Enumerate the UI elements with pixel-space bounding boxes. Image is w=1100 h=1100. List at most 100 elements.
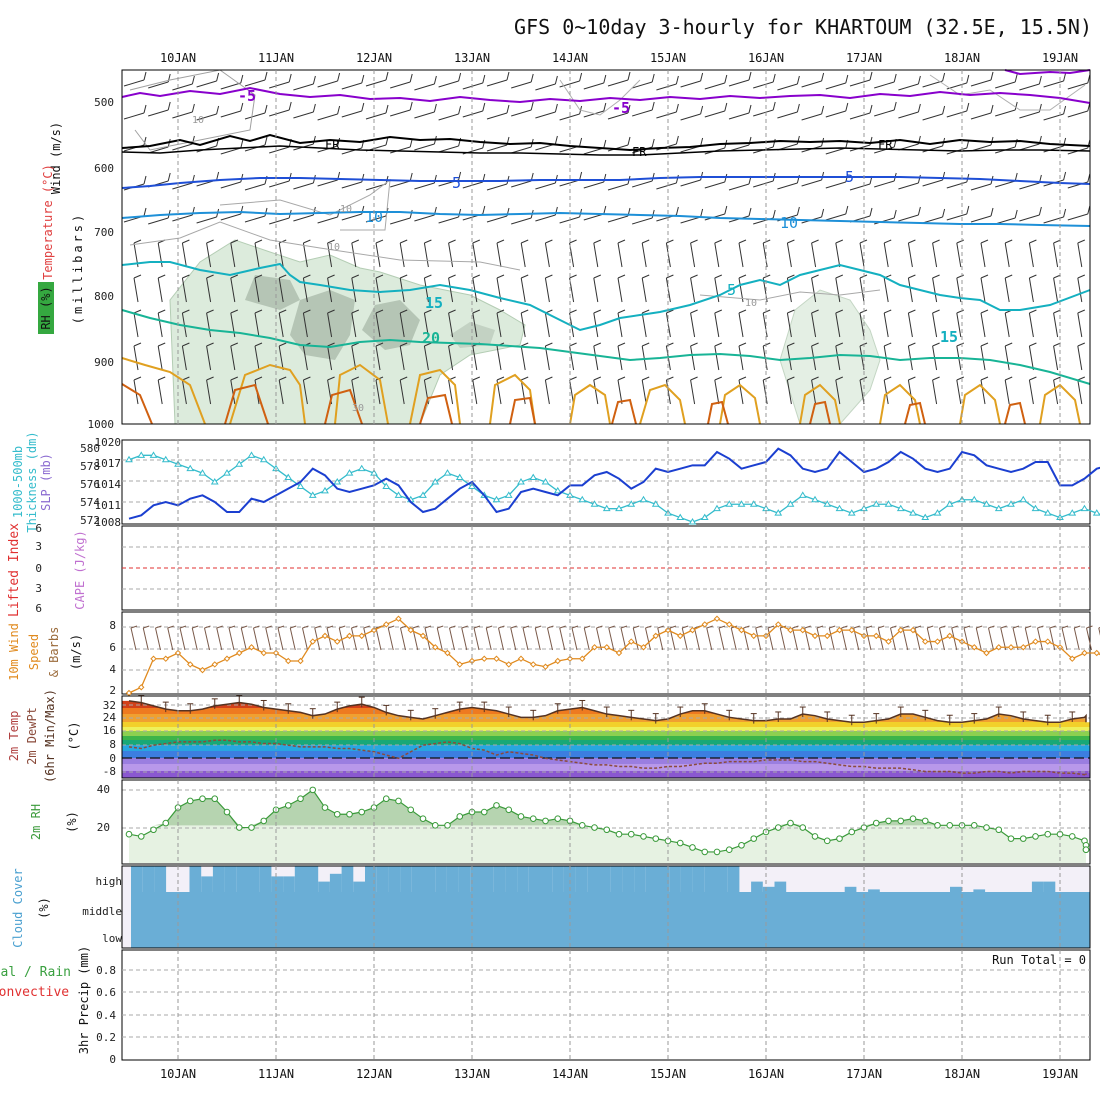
wind-barb-flag: [914, 625, 922, 629]
wind-barb: [1067, 213, 1088, 221]
thickness-marker: [688, 518, 697, 525]
wind-barb-flag: [651, 209, 655, 219]
wind-barb-flag: [337, 137, 341, 147]
wind-barb-flag: [1049, 625, 1056, 629]
axis-title-wind: Wind (m/s): [49, 122, 63, 194]
wind-barb: [593, 242, 599, 268]
wind10-marker: [591, 644, 598, 651]
date-label-bottom: 15JAN: [650, 1067, 686, 1081]
wind-barb-flag: [337, 105, 341, 115]
wind10-marker: [395, 615, 402, 622]
wind-barb: [520, 379, 526, 405]
wind-barb-flag: [642, 342, 650, 347]
wind-barb-flag: [816, 625, 824, 629]
wind-barb: [849, 79, 871, 87]
wind-barb-flag: [700, 137, 704, 147]
wind10-marker: [787, 626, 794, 634]
wind-barb: [448, 345, 454, 371]
wind-barb-flag: [743, 625, 750, 629]
wind-barb: [269, 180, 290, 188]
wind-barb: [436, 627, 443, 651]
wind-barb-flag: [767, 625, 775, 629]
wind-barb: [1067, 82, 1088, 90]
wind-barb-flag: [206, 376, 214, 381]
wind-barb-flag: [279, 376, 287, 381]
wind-barb: [593, 277, 599, 303]
rh2m-marker: [137, 833, 145, 840]
rh2m-marker: [603, 826, 611, 834]
upper-air-panel: -5 -5 15 15 20 5 5 10 10 5 FR FR FR 10 1…: [38, 69, 1091, 431]
wind10-marker: [407, 626, 414, 634]
wind-barb: [265, 627, 272, 651]
wind-barb: [253, 627, 259, 651]
wind-barb: [1028, 379, 1034, 405]
wind-barb-flag: [230, 274, 238, 279]
thickness-marker: [394, 491, 403, 498]
wind-barb-flag: [458, 105, 462, 115]
wind-barb-flag: [932, 342, 940, 347]
rh-contour-line: [929, 74, 1086, 111]
wind-barb: [423, 242, 429, 268]
wind-barb: [472, 345, 478, 371]
wind-barb: [448, 242, 454, 268]
wind-barb: [510, 627, 517, 651]
wind-barb: [779, 627, 786, 651]
wind-barb-flag: [400, 625, 407, 629]
wind-barb-flag: [472, 309, 480, 314]
wind-barb: [681, 627, 688, 651]
wind-barb-flag: [738, 239, 747, 244]
contour-label: 5: [727, 281, 736, 299]
wind-barb-flag: [829, 625, 836, 629]
wind-barb: [762, 379, 768, 405]
wind-barb: [204, 627, 210, 651]
wind10-marker: [579, 655, 586, 662]
rh2m-marker: [358, 808, 366, 816]
contour-label: 30: [352, 403, 364, 414]
wind-barb: [230, 379, 236, 405]
wind-barb: [956, 242, 962, 268]
slp-tick: 1017: [95, 457, 122, 470]
wind-barb-flag: [804, 625, 811, 629]
wind-barb-flag: [482, 74, 486, 84]
pressure-tick: 600: [94, 162, 114, 175]
contour-label: FR: [632, 145, 647, 159]
wind10-marker: [530, 661, 537, 668]
wind-barb: [841, 627, 847, 651]
rh2m-markers: [125, 786, 1090, 856]
cloud-high-bar: [844, 886, 857, 892]
contour-label: 10: [780, 214, 798, 232]
rh-dark-area: [290, 290, 355, 360]
wind-barb: [932, 242, 938, 268]
wind-barb-flag: [216, 72, 220, 82]
thickness-marker: [602, 504, 611, 512]
wind-barb: [607, 144, 629, 152]
wind-barb: [680, 179, 701, 187]
thickness-marker: [578, 495, 587, 503]
cloud-high-bar: [657, 866, 670, 892]
wind-barb: [632, 81, 653, 89]
wind-barb: [1049, 627, 1056, 651]
wind-barb: [859, 379, 865, 405]
wind-barb-flag: [714, 274, 722, 279]
wind-barb-flag: [167, 101, 171, 111]
wind-barb-flag: [963, 625, 971, 629]
wind-barb-flag: [182, 274, 190, 279]
wind-barb-flag: [437, 625, 444, 629]
wind-barb: [898, 182, 919, 190]
wind-barb-flag: [1029, 274, 1037, 279]
wind-barb: [835, 242, 841, 268]
wind-barb: [922, 179, 943, 187]
wind-barb: [206, 379, 212, 405]
wind-barb-flag: [327, 342, 335, 347]
wind-barb-flag: [182, 342, 190, 347]
wind-barb-flag: [651, 73, 655, 83]
isotherm-25: [121, 357, 1081, 425]
thickness-marker: [737, 500, 746, 507]
wind-barb: [963, 627, 970, 651]
wind-barb-flag: [675, 75, 679, 85]
thickness-marker: [651, 500, 660, 507]
wind-barb: [907, 312, 913, 338]
rh2m-marker: [284, 802, 292, 809]
wind-barb-flag: [956, 342, 964, 347]
rh2m-marker: [199, 795, 206, 803]
